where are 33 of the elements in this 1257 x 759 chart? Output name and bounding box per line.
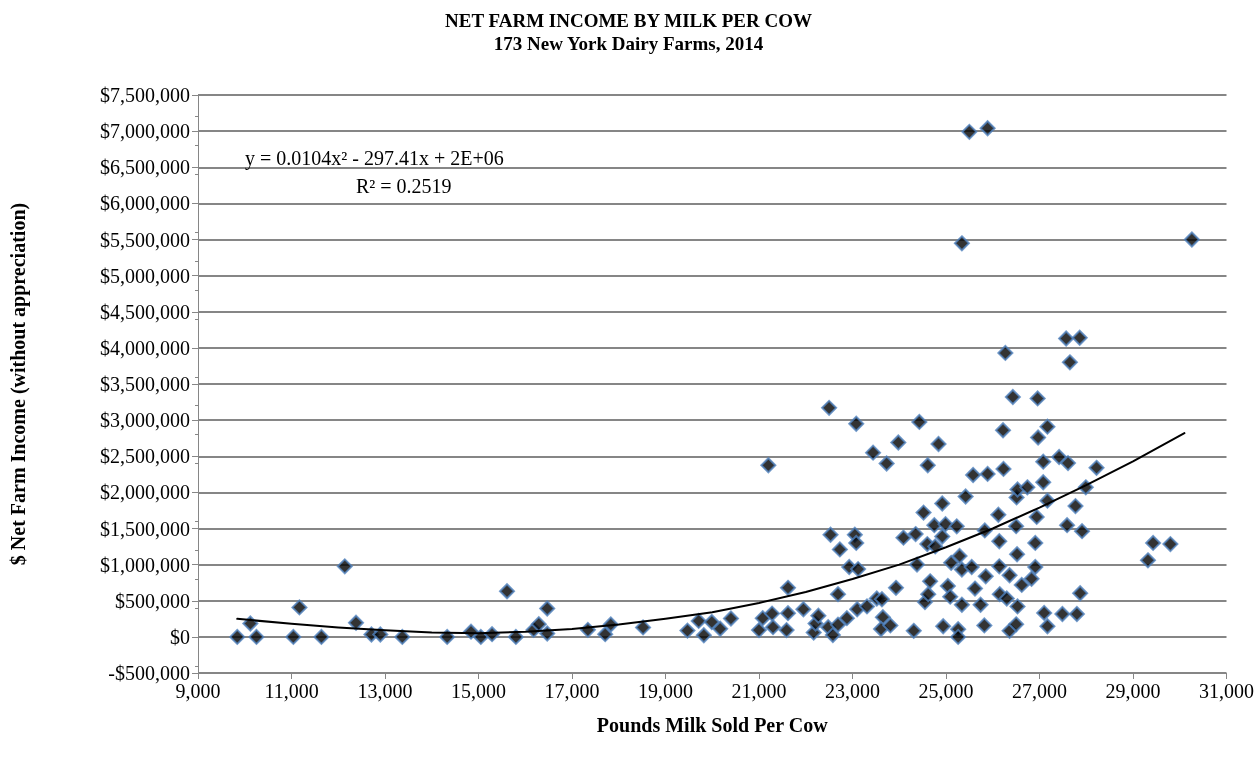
x-tick-label: 23,000	[825, 680, 880, 702]
y-tick-label: $500,000	[115, 589, 190, 612]
y-tick-label: $5,500,000	[100, 228, 190, 251]
x-tick-label: 29,000	[1105, 680, 1161, 702]
y-tick-label: $4,500,000	[100, 300, 190, 323]
x-tick-label: 15,000	[451, 680, 506, 702]
x-tick-label: 11,000	[264, 680, 319, 702]
y-axis-title: $ Net Farm Income (without appreciation)	[7, 202, 30, 566]
x-tick-label: 19,000	[638, 680, 693, 702]
y-tick-label: $2,500,000	[100, 445, 190, 468]
y-tick-label: $5,000,000	[100, 264, 190, 287]
annotation: y = 0.0104x² - 297.41x + 2E+06	[245, 147, 504, 170]
y-tick-label: $6,500,000	[100, 156, 190, 179]
annotation: R² = 0.2519	[356, 175, 452, 197]
y-tick-label: $6,000,000	[100, 192, 190, 215]
x-tick-label: 13,000	[357, 680, 413, 702]
chart-title: NET FARM INCOME BY MILK PER COW	[445, 10, 812, 31]
y-tick-label: $1,000,000	[100, 553, 190, 576]
x-tick-label: 17,000	[544, 680, 600, 702]
y-tick-label: $0	[170, 625, 190, 648]
y-tick-label: $7,500,000	[100, 84, 190, 106]
x-tick-label: 25,000	[918, 680, 974, 702]
x-axis-title: Pounds Milk Sold Per Cow	[596, 714, 829, 736]
y-tick-label: $3,500,000	[100, 373, 190, 395]
y-tick-label: $4,000,000	[100, 336, 190, 359]
chart-subtitle: 173 New York Dairy Farms, 2014	[493, 33, 764, 54]
x-tick-label: 21,000	[731, 680, 787, 702]
x-tick-label: 27,000	[1012, 680, 1067, 702]
y-tick-label: $7,000,000	[100, 120, 190, 143]
y-tick-label: $2,000,000	[100, 481, 190, 504]
y-tick-label: $3,000,000	[100, 409, 190, 432]
y-tick-label: $1,500,000	[100, 517, 190, 540]
x-tick-label: 31,000	[1199, 680, 1254, 702]
